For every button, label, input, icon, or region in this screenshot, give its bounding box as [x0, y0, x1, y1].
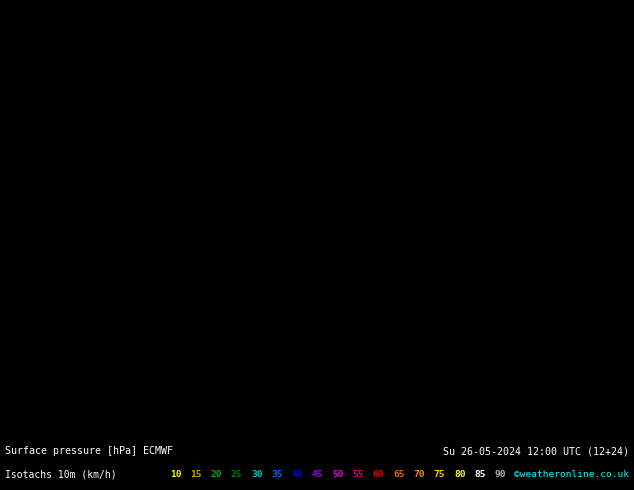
Text: 45: 45 — [312, 470, 323, 479]
Text: Isotachs 10m (km/h): Isotachs 10m (km/h) — [5, 470, 117, 480]
Text: 15: 15 — [190, 470, 202, 479]
Text: 60: 60 — [373, 470, 384, 479]
Text: 20: 20 — [210, 470, 222, 479]
Text: 10: 10 — [170, 470, 181, 479]
Text: Su 26-05-2024 12:00 UTC (12+24): Su 26-05-2024 12:00 UTC (12+24) — [443, 446, 629, 456]
Text: 50: 50 — [332, 470, 344, 479]
Text: 35: 35 — [271, 470, 283, 479]
Text: 30: 30 — [251, 470, 262, 479]
Text: 85: 85 — [474, 470, 486, 479]
Text: Surface pressure [hPa] ECMWF: Surface pressure [hPa] ECMWF — [5, 446, 173, 456]
Text: 80: 80 — [454, 470, 465, 479]
Text: 40: 40 — [292, 470, 303, 479]
Text: 25: 25 — [231, 470, 242, 479]
Text: 70: 70 — [413, 470, 425, 479]
Text: ©weatheronline.co.uk: ©weatheronline.co.uk — [514, 470, 629, 479]
Text: 90: 90 — [495, 470, 506, 479]
Text: 65: 65 — [393, 470, 404, 479]
Text: 75: 75 — [434, 470, 445, 479]
Text: 55: 55 — [353, 470, 364, 479]
